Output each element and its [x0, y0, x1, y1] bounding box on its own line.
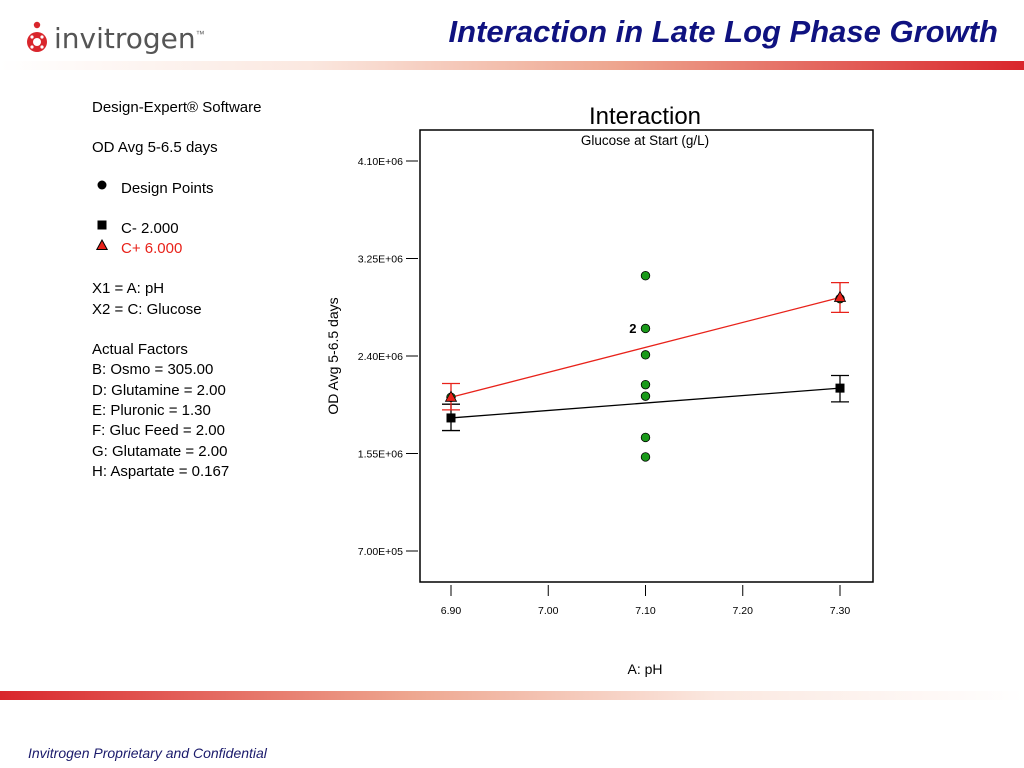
legend-item-c-minus: C- 2.000	[92, 219, 261, 239]
design-point	[640, 432, 651, 443]
response-label: OD Avg 5-6.5 days	[92, 139, 218, 157]
factor-osmo: B: Osmo = 305.00	[92, 361, 214, 379]
design-points-label: Design Points	[121, 179, 214, 197]
slide-title: Interaction in Late Log Phase Growth	[448, 14, 998, 49]
factor-glutamine: D: Glutamine = 2.00	[92, 381, 226, 399]
legend-label-c-plus: C+ 6.000	[121, 240, 183, 258]
series-line	[450, 296, 841, 398]
design-point	[640, 391, 651, 401]
x1-label: X1 = A: pH	[92, 280, 165, 298]
y-axis: 7.00E+05 1.55E+06 2.40E+06 3.25E+06 4.10E+06	[358, 156, 418, 558]
y-axis-label: OD Avg 5-6.5 days	[325, 297, 341, 414]
series-marker-square	[835, 383, 845, 393]
design-point-dot-icon	[97, 180, 107, 190]
x-tick-label: 7.20	[733, 605, 754, 617]
x-axis-label: A: pH	[627, 661, 662, 677]
y-tick-label: 3.25E+06	[358, 254, 403, 266]
series-layer	[442, 281, 849, 432]
factor-glutamate: G: Glutamate = 2.00	[92, 442, 228, 460]
x-axis: 6.90 7.00 7.10 7.20 7.30	[441, 585, 851, 617]
x-tick-label: 6.90	[441, 605, 462, 617]
legend-item-c-plus: C+ 6.000	[92, 239, 261, 259]
factor-aspartate: H: Aspartate = 0.167	[92, 462, 230, 480]
logo-text: invitrogen	[54, 21, 196, 55]
series-line	[450, 387, 841, 419]
design-point	[640, 271, 651, 281]
logo-trademark: ™	[195, 29, 205, 39]
design-point	[640, 323, 651, 334]
y-tick-label: 2.40E+06	[358, 351, 403, 363]
x2-label: X2 = C: Glucose	[92, 300, 202, 318]
y-tick-label: 4.10E+06	[358, 156, 403, 168]
top-gradient-rule	[0, 61, 1024, 70]
x-tick-label: 7.00	[538, 605, 559, 617]
y-tick-label: 1.55E+06	[358, 449, 403, 461]
chart-title: Interaction	[589, 103, 701, 130]
y-tick-label: 7.00E+05	[358, 546, 403, 558]
plot-frame	[419, 129, 874, 583]
x-tick-label: 7.30	[830, 605, 851, 617]
square-marker-icon	[97, 220, 107, 230]
legend-label-c-minus: C- 2.000	[121, 219, 179, 237]
series-marker-triangle	[833, 290, 847, 302]
invitrogen-logo: invitrogen ™	[26, 18, 205, 58]
triangle-marker-icon	[96, 239, 108, 251]
x-tick-label: 7.10	[635, 605, 656, 617]
design-points-legend: Design Points	[92, 179, 261, 199]
design-point	[640, 379, 651, 390]
logo-mark-icon	[27, 21, 47, 52]
design-info-panel: Design-Expert® Software OD Avg 5-6.5 day…	[92, 98, 261, 482]
factor-pluronic: E: Pluronic = 1.30	[92, 401, 211, 419]
design-point	[640, 452, 651, 462]
design-points-layer: 2	[444, 271, 847, 462]
actual-factors-heading: Actual Factors	[92, 341, 188, 359]
factor-gluc-feed: F: Gluc Feed = 2.00	[92, 422, 225, 440]
chart-subtitle: Glucose at Start (g/L)	[581, 133, 709, 148]
series-marker-triangle	[444, 390, 458, 402]
bottom-gradient-rule	[0, 691, 1024, 700]
design-point	[640, 350, 651, 360]
software-label: Design-Expert® Software	[92, 99, 262, 116]
footer-text: Invitrogen Proprietary and Confidential	[28, 745, 267, 761]
series-marker-square	[446, 413, 456, 423]
design-point-count-label: 2	[629, 321, 636, 336]
